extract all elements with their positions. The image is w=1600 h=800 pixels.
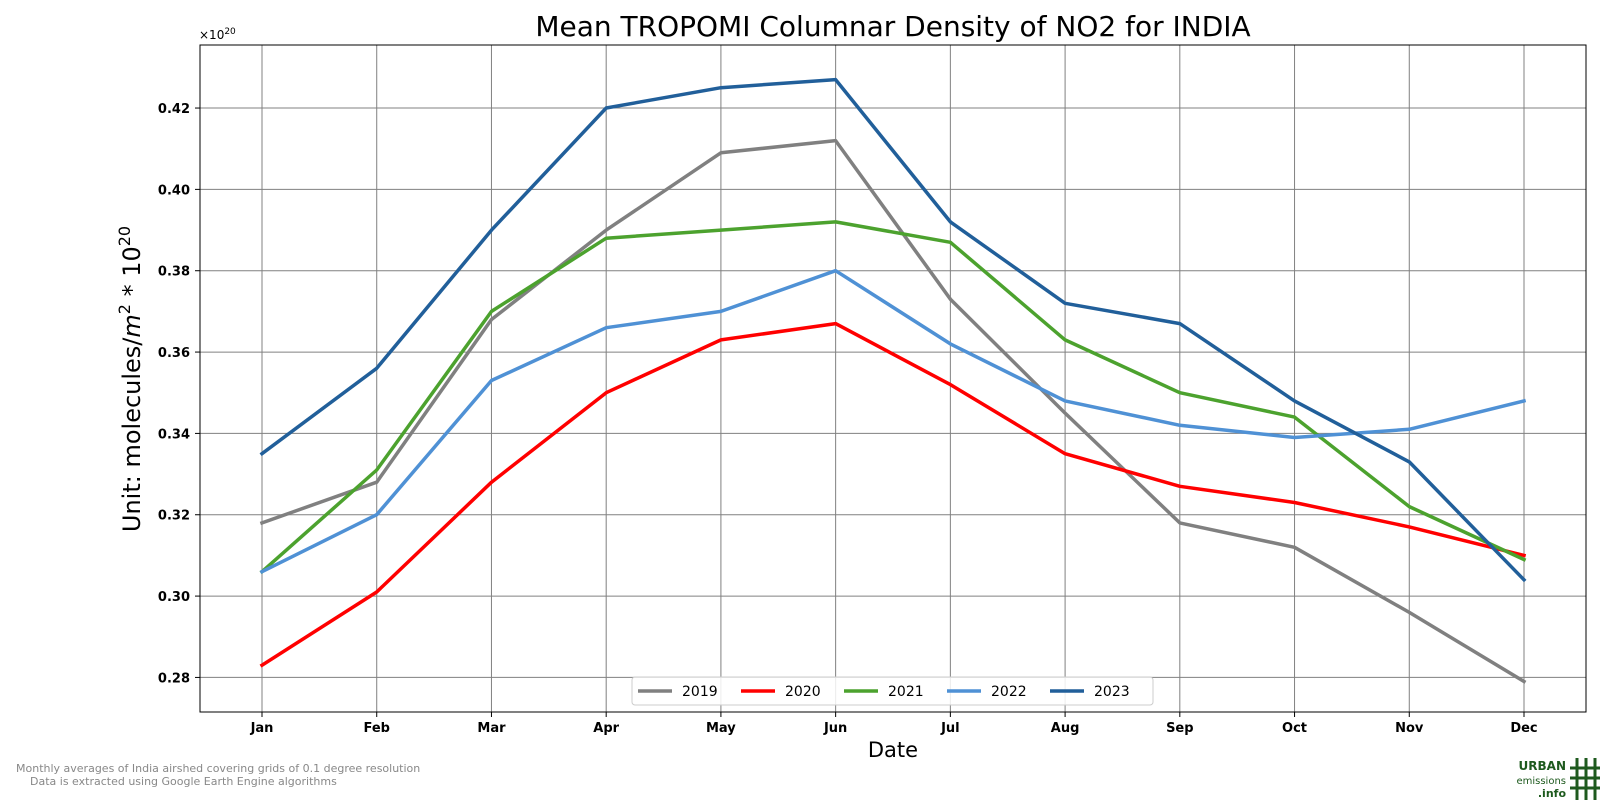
x-tick-label: Apr	[593, 721, 619, 736]
x-axis-ticks: Jan Feb Mar Apr May Jun Jul Aug Sep Oct Nov Dec	[250, 712, 1538, 736]
y-tick-label: 0.32	[158, 509, 190, 524]
series-line-2021	[259, 220, 1527, 575]
logo-line-3: .info	[1538, 787, 1567, 800]
x-tick-label: Jan	[250, 721, 274, 736]
legend-box	[631, 676, 1154, 706]
x-tick-label: May	[706, 721, 736, 736]
x-tick-label: Jul	[940, 721, 960, 736]
logo-line-2: emissions	[1516, 776, 1566, 787]
footer-note-1: Monthly averages of India airshed coveri…	[16, 762, 421, 775]
y-axis-ticks: 0.28 0.30 0.32 0.34 0.36 0.38 0.40 0.42	[158, 102, 200, 686]
x-axis-label: Date	[868, 738, 918, 762]
urban-emissions-logo: URBAN emissions .info	[1516, 758, 1600, 800]
series-line-2020	[259, 321, 1527, 668]
x-tick-label: Mar	[477, 721, 506, 736]
y-tick-label: 0.38	[158, 265, 190, 280]
y-tick-label: 0.28	[158, 671, 190, 686]
y-tick-label: 0.42	[158, 102, 190, 117]
y-tick-label: 0.30	[158, 590, 190, 605]
x-tick-label: Nov	[1395, 721, 1424, 736]
x-tick-label: Jun	[823, 721, 847, 736]
legend-label: 2021	[888, 684, 924, 700]
x-tick-label: Dec	[1510, 721, 1537, 736]
svg-text:×1020: ×1020	[199, 27, 236, 42]
x-tick-label: Aug	[1051, 721, 1080, 736]
chart-title: Mean TROPOMI Columnar Density of NO2 for…	[535, 10, 1250, 43]
y-tick-label: 0.40	[158, 183, 190, 198]
logo-line-1: URBAN	[1519, 759, 1566, 773]
series-line-2019	[259, 138, 1527, 684]
legend-label: 2020	[785, 684, 821, 700]
offset-text: ×1020	[199, 27, 236, 42]
x-tick-label: Sep	[1166, 721, 1194, 736]
svg-text:Unit: molecules/m2 * 1020: Unit: molecules/m2 * 1020	[115, 226, 146, 532]
legend-label: 2022	[991, 684, 1027, 700]
series-line-2023	[259, 77, 1527, 583]
y-axis-label: Unit: molecules/m2 * 1020	[115, 226, 146, 532]
x-tick-label: Oct	[1282, 721, 1307, 736]
series-line-2022	[259, 268, 1527, 575]
legend-label: 2023	[1094, 684, 1130, 700]
plot-frame	[199, 44, 1587, 713]
grid-lines	[200, 45, 1586, 712]
series-lines	[259, 77, 1527, 684]
x-tick-label: Feb	[363, 721, 389, 736]
y-tick-label: 0.36	[158, 346, 190, 361]
legend-label: 2019	[682, 684, 718, 700]
footer-note-2: Data is extracted using Google Earth Eng…	[30, 775, 337, 788]
logo-grid-icon	[1570, 758, 1600, 800]
legend: 2019 2020 2021 2022 2023	[631, 676, 1154, 706]
y-tick-label: 0.34	[158, 427, 190, 442]
